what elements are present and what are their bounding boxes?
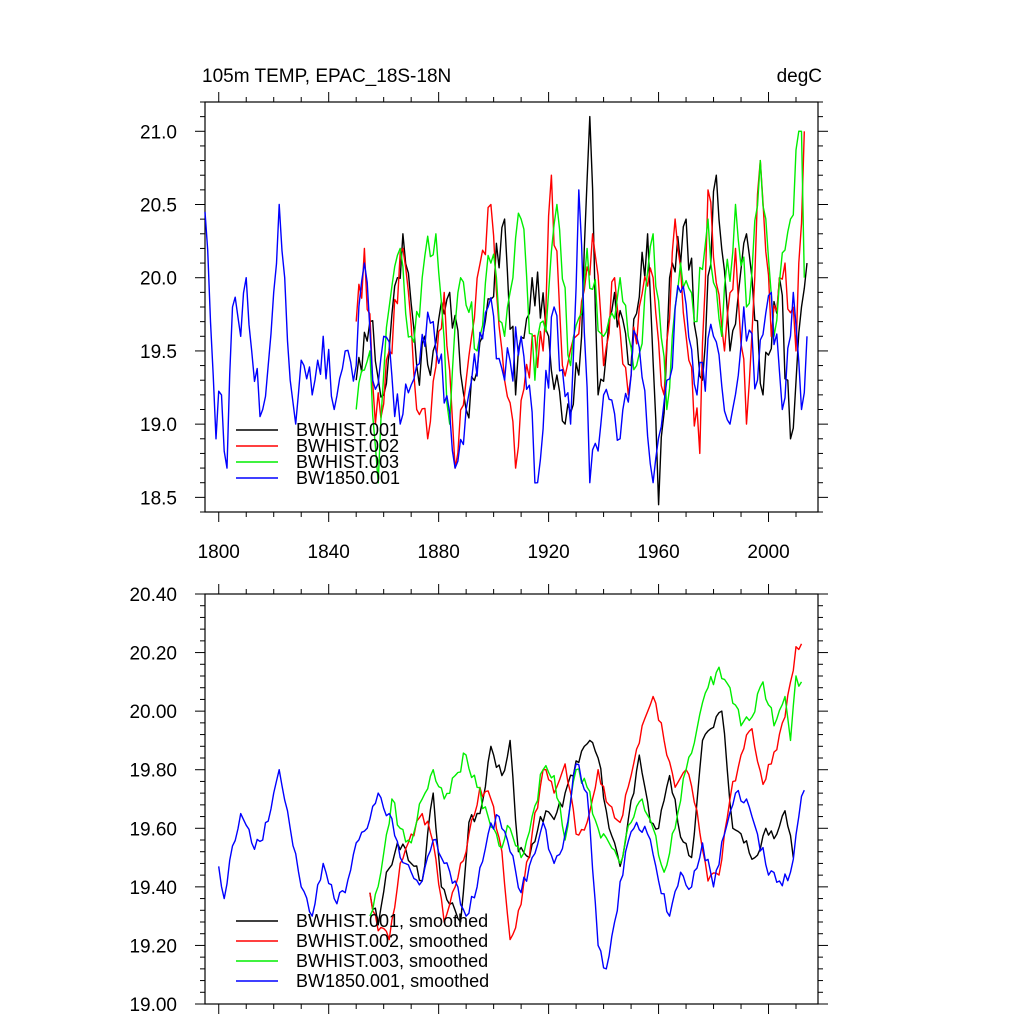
y-tick-label: 19.0: [140, 415, 177, 436]
y-tick-label: 19.00: [129, 995, 177, 1016]
y-tick-label: 20.40: [129, 585, 177, 606]
plot-frame: [204, 593, 819, 1005]
series-line-bw1850-001-smoothed: [218, 763, 805, 970]
x-tick-label: 1800: [198, 542, 240, 563]
y-tick-label: 18.5: [140, 488, 177, 509]
legend-label: BWHIST.002, smoothed: [296, 931, 488, 951]
series-line-bw1850-001: [204, 189, 808, 484]
y-tick-label: 19.80: [129, 761, 177, 782]
y-tick-label: 20.5: [140, 196, 177, 217]
units-label: degC: [777, 66, 822, 87]
series-line-bwhist-003: [355, 130, 805, 484]
legend-label: BWHIST.001: [296, 420, 399, 440]
legend-label: BWHIST.002: [296, 436, 399, 456]
legend-label: BWHIST.003, smoothed: [296, 951, 488, 971]
x-tick-label: 1960: [637, 542, 679, 563]
legend-label: BW1850.001: [296, 468, 400, 488]
top-panel: 18.5 19.0 19.5 20.0 20.5 21.0 1800 1840 1880 1920…: [140, 92, 828, 563]
x-tick-label: 1840: [308, 542, 350, 563]
y-tick-label: 19.20: [129, 936, 177, 957]
y-tick-label: 19.5: [140, 342, 177, 363]
legend-label: BWHIST.001, smoothed: [296, 911, 488, 931]
bottom-panel: 19.00 19.20 19.40 19.60 19.80 20.00 20.20 20.40…: [129, 584, 828, 1016]
series-line-bwhist-002-smoothed: [369, 643, 803, 941]
y-tick-label: 21.0: [140, 122, 177, 143]
x-tick-label: 1880: [418, 542, 460, 563]
y-tick-label: 20.00: [129, 702, 177, 723]
y-tick-label: 19.60: [129, 819, 177, 840]
x-tick-label: 1920: [527, 542, 569, 563]
y-tick-label: 20.0: [140, 269, 177, 290]
series-line-bwhist-001-smoothed: [369, 710, 794, 926]
y-tick-label: 19.40: [129, 878, 177, 899]
legend-label: BWHIST.003: [296, 452, 399, 472]
chart-title: 105m TEMP, EPAC_18S-18N: [202, 66, 451, 87]
series-line-bwhist-003-smoothed: [369, 666, 803, 917]
series-line-bwhist-002: [355, 131, 805, 469]
series-line-bwhist-001: [355, 115, 808, 506]
x-tick-label: 2000: [747, 542, 789, 563]
y-tick-label: 20.20: [129, 644, 177, 665]
legend-label: BW1850.001, smoothed: [296, 971, 489, 991]
